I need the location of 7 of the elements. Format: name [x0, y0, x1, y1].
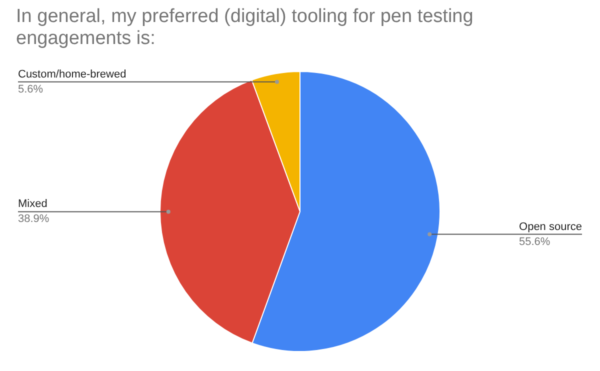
- slice-label: Open source: [519, 220, 582, 233]
- data-label: 5.6%: [18, 83, 44, 96]
- slice-label: Mixed: [18, 198, 48, 210]
- slice-label: Custom/home-brewed: [18, 68, 126, 80]
- data-label: 38.9%: [18, 213, 50, 226]
- data-label: 55.6%: [519, 236, 550, 248]
- chart-title: In general, my preferred (digital) tooling for pen testing engagements is:: [16, 6, 474, 50]
